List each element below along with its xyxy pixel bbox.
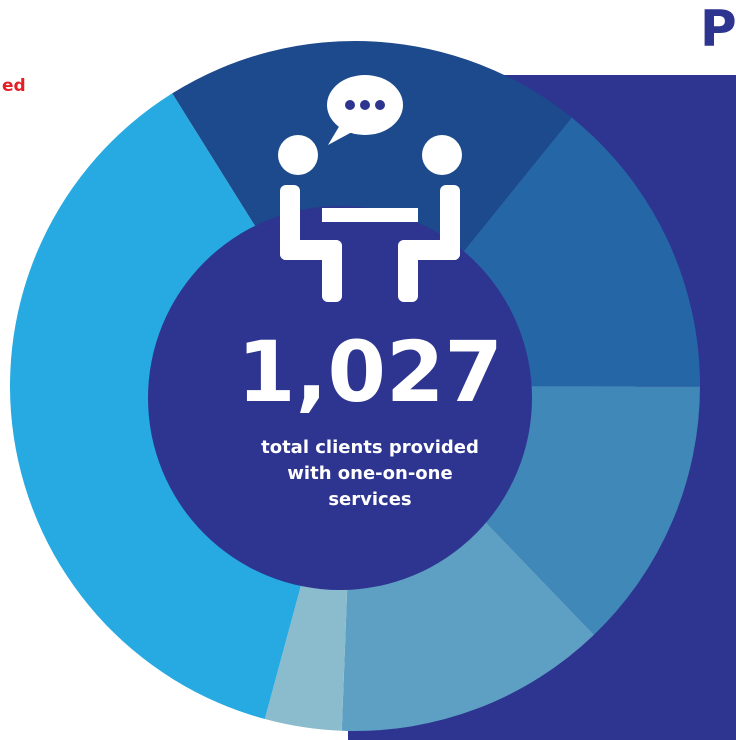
leg [398,240,418,302]
heading: P [700,0,736,58]
center-value: 1,027 [237,323,503,421]
head [422,135,462,175]
table [322,208,418,222]
donut-hole [148,206,532,590]
dot [375,100,385,110]
caption-line: services [328,489,411,510]
leg [322,240,342,302]
bubble-tail [328,125,352,145]
icon [278,75,462,302]
caption-line: with one-on-one [287,463,452,484]
dot [360,100,370,110]
dot [345,100,355,110]
caption-line: total clients provided [261,437,479,458]
side-text: ed [2,76,26,96]
head [278,135,318,175]
